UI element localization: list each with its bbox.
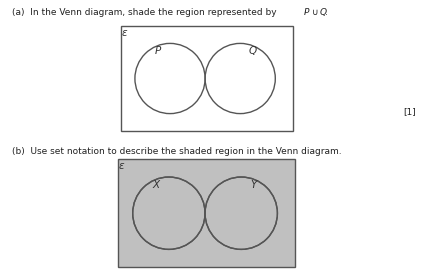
Text: (b)  Use set notation to describe the shaded region in the Venn diagram.: (b) Use set notation to describe the sha…: [13, 147, 342, 156]
Text: (a)  In the Venn diagram, shade the region represented by: (a) In the Venn diagram, shade the regio…: [13, 8, 283, 17]
Text: .: .: [325, 8, 328, 17]
Text: Q: Q: [320, 8, 327, 17]
Text: P: P: [304, 8, 309, 17]
Text: ∪: ∪: [312, 8, 319, 17]
Text: [1]: [1]: [403, 107, 416, 116]
